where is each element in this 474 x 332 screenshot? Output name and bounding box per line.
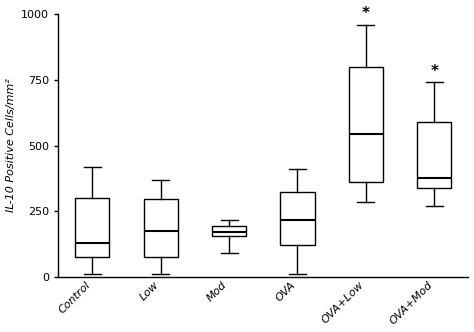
Y-axis label: IL-10 Positive Cells/mm²: IL-10 Positive Cells/mm² bbox=[6, 79, 16, 212]
Text: *: * bbox=[362, 6, 370, 21]
PathPatch shape bbox=[281, 192, 315, 245]
PathPatch shape bbox=[212, 226, 246, 236]
PathPatch shape bbox=[75, 198, 109, 257]
PathPatch shape bbox=[349, 67, 383, 182]
PathPatch shape bbox=[144, 200, 178, 257]
Text: *: * bbox=[430, 63, 438, 79]
PathPatch shape bbox=[417, 122, 451, 188]
